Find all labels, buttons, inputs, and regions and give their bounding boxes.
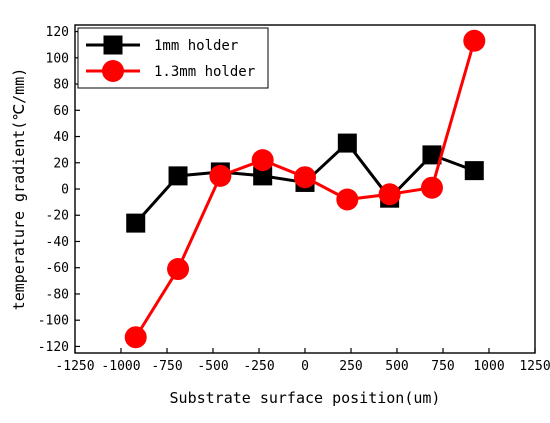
data-point — [209, 164, 232, 187]
data-point — [294, 166, 316, 189]
y-tick-label: 40 — [53, 130, 69, 145]
x-tick-label: -1000 — [101, 359, 140, 374]
x-tick-label: -750 — [151, 359, 182, 374]
x-tick-label: 0 — [301, 359, 309, 374]
data-point — [253, 166, 273, 186]
x-tick-label: 750 — [431, 359, 454, 374]
data-point — [464, 161, 484, 181]
y-tick-label: -120 — [38, 340, 69, 355]
data-point — [378, 183, 401, 206]
y-tick-label: -20 — [46, 209, 69, 224]
x-tick-label: -1250 — [55, 359, 94, 374]
x-axis-title: Substrate surface position(um) — [170, 389, 441, 407]
y-tick-label: 80 — [53, 78, 69, 93]
data-point — [168, 166, 188, 186]
legend-marker — [103, 35, 123, 55]
ticks-layer: -1250 -1000 -750 -500 -250 0 250 500 750 1000 1250… — [38, 25, 550, 374]
y-tick-label: -40 — [46, 235, 69, 250]
y-axis-title: temperature gradient(℃/mm) — [10, 68, 28, 311]
data-point — [251, 149, 274, 172]
y-tick-label: 20 — [53, 156, 69, 171]
data-point — [337, 133, 357, 153]
data-point — [336, 188, 359, 211]
x-tick-label: 500 — [385, 359, 408, 374]
y-tick-label: 120 — [46, 25, 69, 40]
y-tick-label: -80 — [46, 287, 69, 302]
legend-label: 1.3mm holder — [154, 64, 255, 80]
x-tick-label: 250 — [339, 359, 362, 374]
data-point — [124, 326, 147, 349]
legend-marker — [102, 60, 124, 82]
series-2 — [124, 29, 486, 349]
y-tick-label: 60 — [53, 104, 69, 119]
y-tick-label: 100 — [46, 51, 69, 66]
y-tick-label: -60 — [46, 261, 69, 276]
legend-label: 1mm holder — [154, 38, 238, 54]
series-layer — [124, 29, 486, 349]
data-point — [422, 145, 442, 165]
x-tick-label: -500 — [197, 359, 228, 374]
data-point — [463, 29, 486, 52]
legend: 1mm holder 1.3mm holder — [77, 27, 269, 89]
y-tick-label: -100 — [38, 314, 69, 329]
data-point — [420, 176, 443, 199]
x-tick-label: -250 — [243, 359, 274, 374]
data-point — [126, 213, 146, 233]
x-tick-label: 1000 — [473, 359, 504, 374]
data-point — [167, 258, 190, 281]
y-tick-label: 0 — [61, 183, 69, 198]
x-tick-label: 1250 — [519, 359, 550, 374]
